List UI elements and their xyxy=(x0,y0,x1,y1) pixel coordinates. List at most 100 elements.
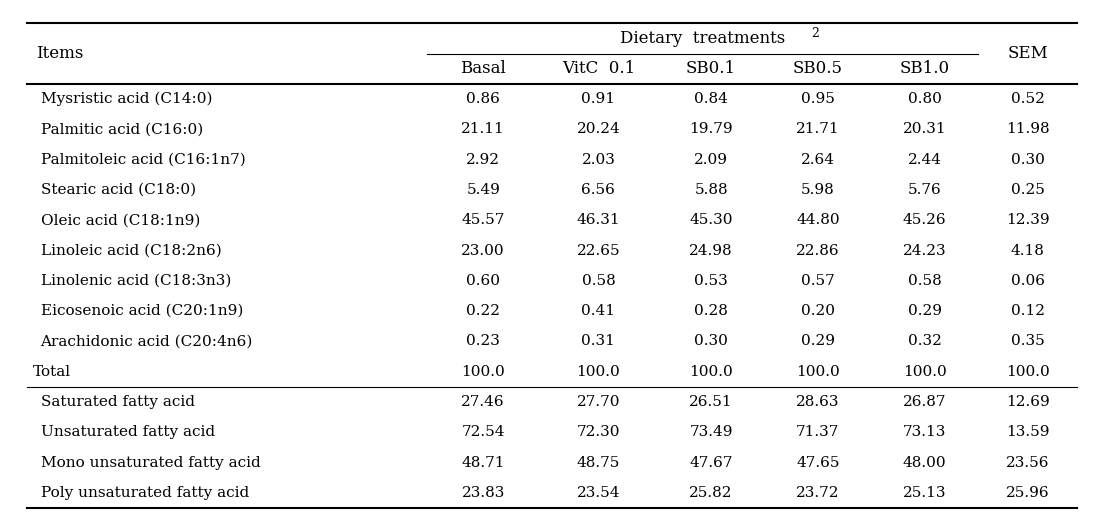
Text: 27.70: 27.70 xyxy=(577,395,620,409)
Text: Mono unsaturated fatty acid: Mono unsaturated fatty acid xyxy=(41,455,260,469)
Text: 100.0: 100.0 xyxy=(577,365,620,379)
Text: 0.22: 0.22 xyxy=(466,304,500,318)
Text: 23.00: 23.00 xyxy=(462,244,505,257)
Text: 100.0: 100.0 xyxy=(796,365,839,379)
Text: 25.96: 25.96 xyxy=(1006,486,1050,500)
Text: 23.72: 23.72 xyxy=(796,486,839,500)
Text: 72.30: 72.30 xyxy=(577,425,620,439)
Text: 0.58: 0.58 xyxy=(581,274,615,288)
Text: 13.59: 13.59 xyxy=(1006,425,1050,439)
Text: 2: 2 xyxy=(812,27,819,40)
Text: 73.49: 73.49 xyxy=(689,425,733,439)
Text: 24.98: 24.98 xyxy=(689,244,733,257)
Text: 0.32: 0.32 xyxy=(907,334,941,349)
Text: 100.0: 100.0 xyxy=(1006,365,1050,379)
Text: 23.54: 23.54 xyxy=(577,486,620,500)
Text: Oleic acid (C18:1n9): Oleic acid (C18:1n9) xyxy=(41,213,200,227)
Text: 0.28: 0.28 xyxy=(694,304,728,318)
Text: 5.76: 5.76 xyxy=(907,183,941,197)
Text: 0.06: 0.06 xyxy=(1010,274,1044,288)
Text: 6.56: 6.56 xyxy=(581,183,615,197)
Text: SB0.1: SB0.1 xyxy=(686,60,736,78)
Text: 21.71: 21.71 xyxy=(796,122,839,137)
Text: 2.64: 2.64 xyxy=(801,153,835,167)
Text: Total: Total xyxy=(33,365,71,379)
Text: 20.24: 20.24 xyxy=(577,122,620,137)
Text: 100.0: 100.0 xyxy=(903,365,947,379)
Text: 45.57: 45.57 xyxy=(462,213,505,227)
Text: 2.44: 2.44 xyxy=(907,153,941,167)
Text: Linoleic acid (C18:2n6): Linoleic acid (C18:2n6) xyxy=(41,244,222,257)
Text: 2.09: 2.09 xyxy=(694,153,728,167)
Text: SB0.5: SB0.5 xyxy=(793,60,842,78)
Text: 0.29: 0.29 xyxy=(907,304,941,318)
Text: 0.86: 0.86 xyxy=(466,92,500,106)
Text: 0.84: 0.84 xyxy=(694,92,728,106)
Text: 2.92: 2.92 xyxy=(466,153,500,167)
Text: 100.0: 100.0 xyxy=(462,365,505,379)
Text: Unsaturated fatty acid: Unsaturated fatty acid xyxy=(41,425,215,439)
Text: 0.58: 0.58 xyxy=(907,274,941,288)
Text: 27.46: 27.46 xyxy=(462,395,505,409)
Text: 2.03: 2.03 xyxy=(581,153,615,167)
Text: 71.37: 71.37 xyxy=(796,425,839,439)
Text: 0.23: 0.23 xyxy=(466,334,500,349)
Text: 26.87: 26.87 xyxy=(903,395,947,409)
Text: 0.29: 0.29 xyxy=(801,334,835,349)
Text: 48.75: 48.75 xyxy=(577,455,620,469)
Text: 72.54: 72.54 xyxy=(462,425,505,439)
Text: 0.30: 0.30 xyxy=(694,334,728,349)
Text: 0.30: 0.30 xyxy=(1010,153,1044,167)
Text: 45.26: 45.26 xyxy=(903,213,947,227)
Text: SEM: SEM xyxy=(1007,45,1048,62)
Text: Poly unsaturated fatty acid: Poly unsaturated fatty acid xyxy=(41,486,249,500)
Text: 21.11: 21.11 xyxy=(462,122,505,137)
Text: 0.60: 0.60 xyxy=(466,274,500,288)
Text: 100.0: 100.0 xyxy=(689,365,733,379)
Text: 28.63: 28.63 xyxy=(796,395,839,409)
Text: 45.30: 45.30 xyxy=(689,213,733,227)
Text: SB1.0: SB1.0 xyxy=(900,60,950,78)
Text: Mysristic acid (C14:0): Mysristic acid (C14:0) xyxy=(41,92,212,106)
Text: 46.31: 46.31 xyxy=(577,213,620,227)
Text: 19.79: 19.79 xyxy=(689,122,733,137)
Text: Basal: Basal xyxy=(461,60,506,78)
Text: 20.31: 20.31 xyxy=(903,122,947,137)
Text: 24.23: 24.23 xyxy=(903,244,947,257)
Text: Dietary  treatments: Dietary treatments xyxy=(620,30,785,47)
Text: 0.25: 0.25 xyxy=(1010,183,1044,197)
Text: Arachidonic acid (C20:4n6): Arachidonic acid (C20:4n6) xyxy=(41,334,253,349)
Text: Stearic acid (C18:0): Stearic acid (C18:0) xyxy=(41,183,195,197)
Text: 22.86: 22.86 xyxy=(796,244,839,257)
Text: 25.82: 25.82 xyxy=(689,486,733,500)
Text: 48.00: 48.00 xyxy=(903,455,947,469)
Text: Palmitoleic acid (C16:1n7): Palmitoleic acid (C16:1n7) xyxy=(41,153,246,167)
Text: 0.52: 0.52 xyxy=(1010,92,1044,106)
Text: 0.80: 0.80 xyxy=(907,92,941,106)
Text: 5.98: 5.98 xyxy=(801,183,835,197)
Text: 22.65: 22.65 xyxy=(577,244,620,257)
Text: 48.71: 48.71 xyxy=(462,455,505,469)
Text: 0.20: 0.20 xyxy=(801,304,835,318)
Text: 23.83: 23.83 xyxy=(462,486,505,500)
Text: 0.41: 0.41 xyxy=(581,304,615,318)
Text: 12.39: 12.39 xyxy=(1006,213,1050,227)
Text: 0.31: 0.31 xyxy=(581,334,615,349)
Text: 0.57: 0.57 xyxy=(801,274,835,288)
Text: 5.49: 5.49 xyxy=(466,183,500,197)
Text: 47.67: 47.67 xyxy=(689,455,733,469)
Text: 25.13: 25.13 xyxy=(903,486,947,500)
Text: 26.51: 26.51 xyxy=(689,395,733,409)
Text: 0.91: 0.91 xyxy=(581,92,615,106)
Text: Items: Items xyxy=(36,45,83,62)
Text: Saturated fatty acid: Saturated fatty acid xyxy=(41,395,194,409)
Text: 23.56: 23.56 xyxy=(1006,455,1050,469)
Text: Linolenic acid (C18:3n3): Linolenic acid (C18:3n3) xyxy=(41,274,231,288)
Text: 11.98: 11.98 xyxy=(1006,122,1050,137)
Text: Palmitic acid (C16:0): Palmitic acid (C16:0) xyxy=(41,122,203,137)
Text: 73.13: 73.13 xyxy=(903,425,947,439)
Text: VitC  0.1: VitC 0.1 xyxy=(562,60,635,78)
Text: Eicosenoic acid (C20:1n9): Eicosenoic acid (C20:1n9) xyxy=(41,304,242,318)
Text: 44.80: 44.80 xyxy=(796,213,839,227)
Text: 0.12: 0.12 xyxy=(1010,304,1044,318)
